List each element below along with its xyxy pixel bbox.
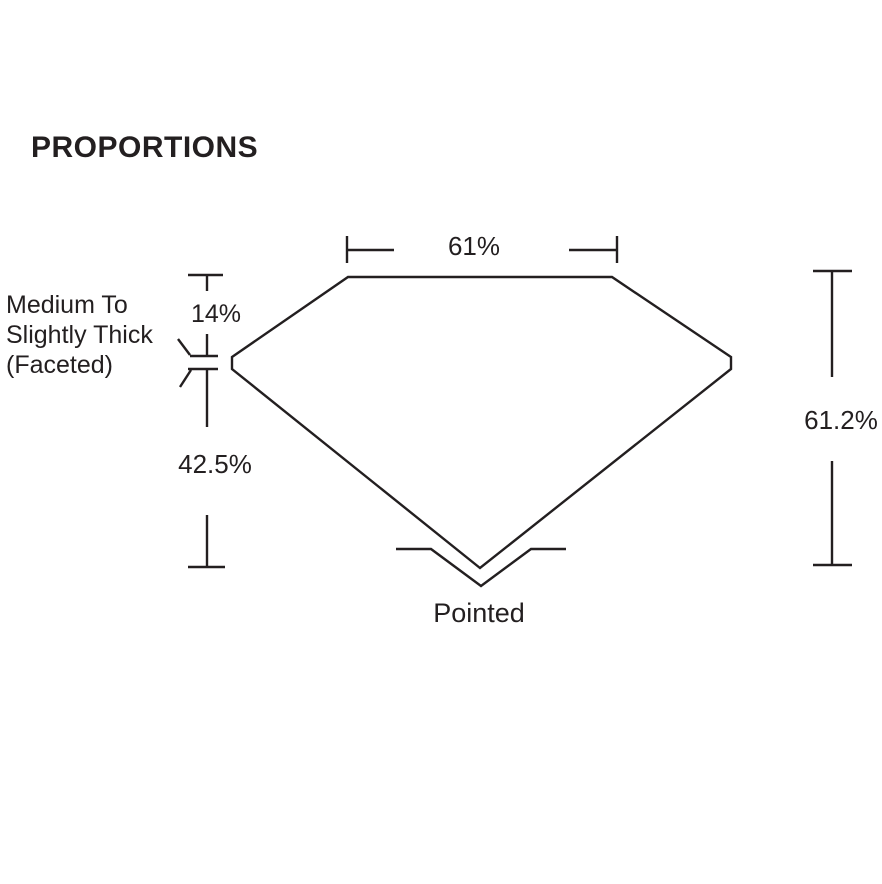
pavilion-depth-label: 42.5% (178, 449, 252, 479)
total-depth-dimension (813, 269, 852, 567)
girdle-thickness-label-line2: Slightly Thick (6, 321, 153, 349)
crown-height-label: 14% (190, 300, 242, 328)
table-width-label: 61% (447, 231, 501, 261)
girdle-thickness-label-line1: Medium To (6, 291, 128, 319)
total-depth-label: 61.2% (804, 405, 878, 435)
table-width-dimension (345, 236, 619, 263)
culet-indicator (396, 547, 566, 588)
girdle-thickness-label: Medium To Slightly Thick (Faceted) (6, 290, 153, 380)
girdle-thickness-label-line3: (Faceted) (6, 351, 113, 379)
crown-girdle-pavilion-dimension (177, 273, 225, 569)
diamond-outline (230, 275, 733, 570)
page-title: PROPORTIONS (31, 131, 259, 164)
culet-label: Pointed (433, 598, 525, 628)
